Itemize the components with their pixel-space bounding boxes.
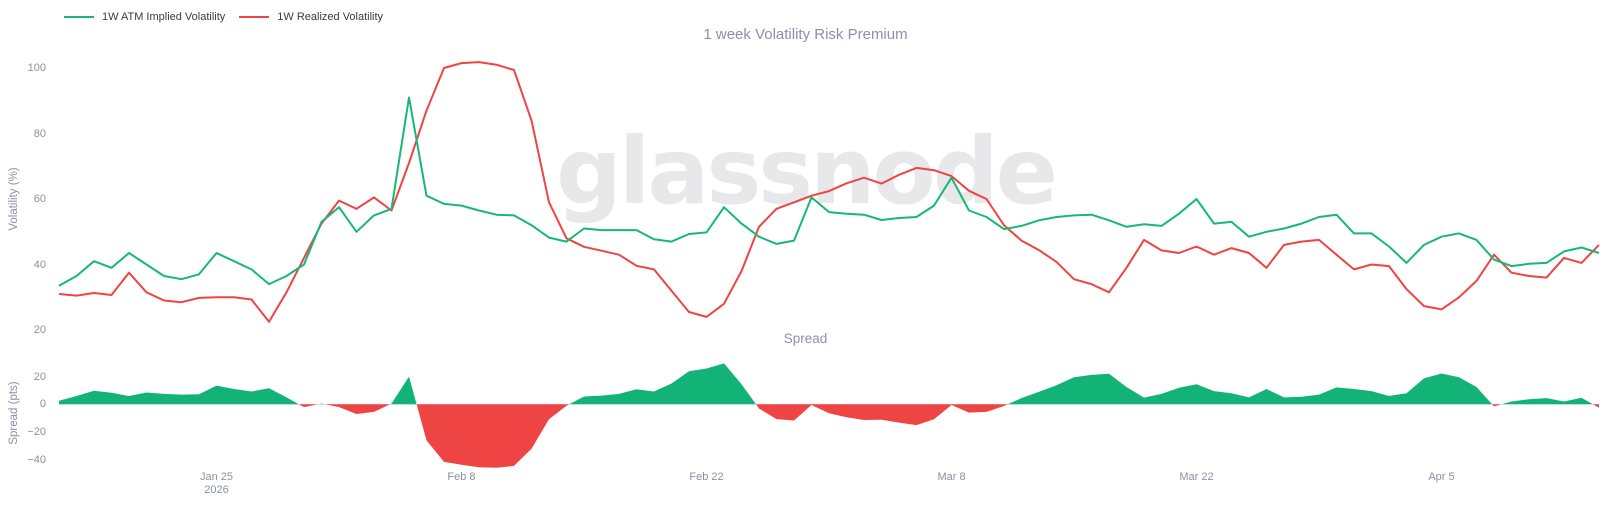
volatility-ytick: 40 [33, 258, 46, 271]
spread-ytick: −20 [27, 426, 46, 439]
legend-item-implied[interactable]: 1W ATM Implied Volatility [64, 11, 225, 23]
legend-swatch-line [239, 16, 270, 18]
spread-ytick: 0 [39, 398, 46, 411]
legend: 1W ATM Implied Volatility 1W Realized Vol… [64, 11, 383, 23]
x-axis-tick: Mar 8 [937, 471, 966, 483]
legend-label: 1W ATM Implied Volatility [102, 11, 226, 23]
volatility-ytick: 60 [33, 193, 46, 205]
legend-item-realized[interactable]: 1W Realized Volatility [239, 11, 383, 23]
x-axis-tick: Feb 22 [689, 471, 724, 483]
volatility-ytick: 100 [27, 62, 46, 74]
chart-title: 1 week Volatility Risk Premium [703, 26, 908, 43]
x-axis-tick: Mar 22 [1179, 471, 1214, 483]
x-axis-tick-year: 2026 [204, 484, 229, 496]
x-axis-tick: Feb 8 [447, 471, 476, 483]
x-axis-tick: Jan 25 2026 [182, 471, 252, 497]
spread-subtitle: Spread [783, 331, 828, 346]
legend-label: 1W Realized Volatility [277, 11, 384, 23]
legend-swatch-line [64, 16, 94, 18]
x-axis-tick: Apr 5 [1428, 471, 1455, 483]
spread-ytick: 20 [33, 370, 46, 383]
volatility-ytick: 80 [33, 127, 46, 140]
volatility-ytick: 20 [33, 324, 46, 336]
spread-ytick: −40 [27, 453, 46, 466]
